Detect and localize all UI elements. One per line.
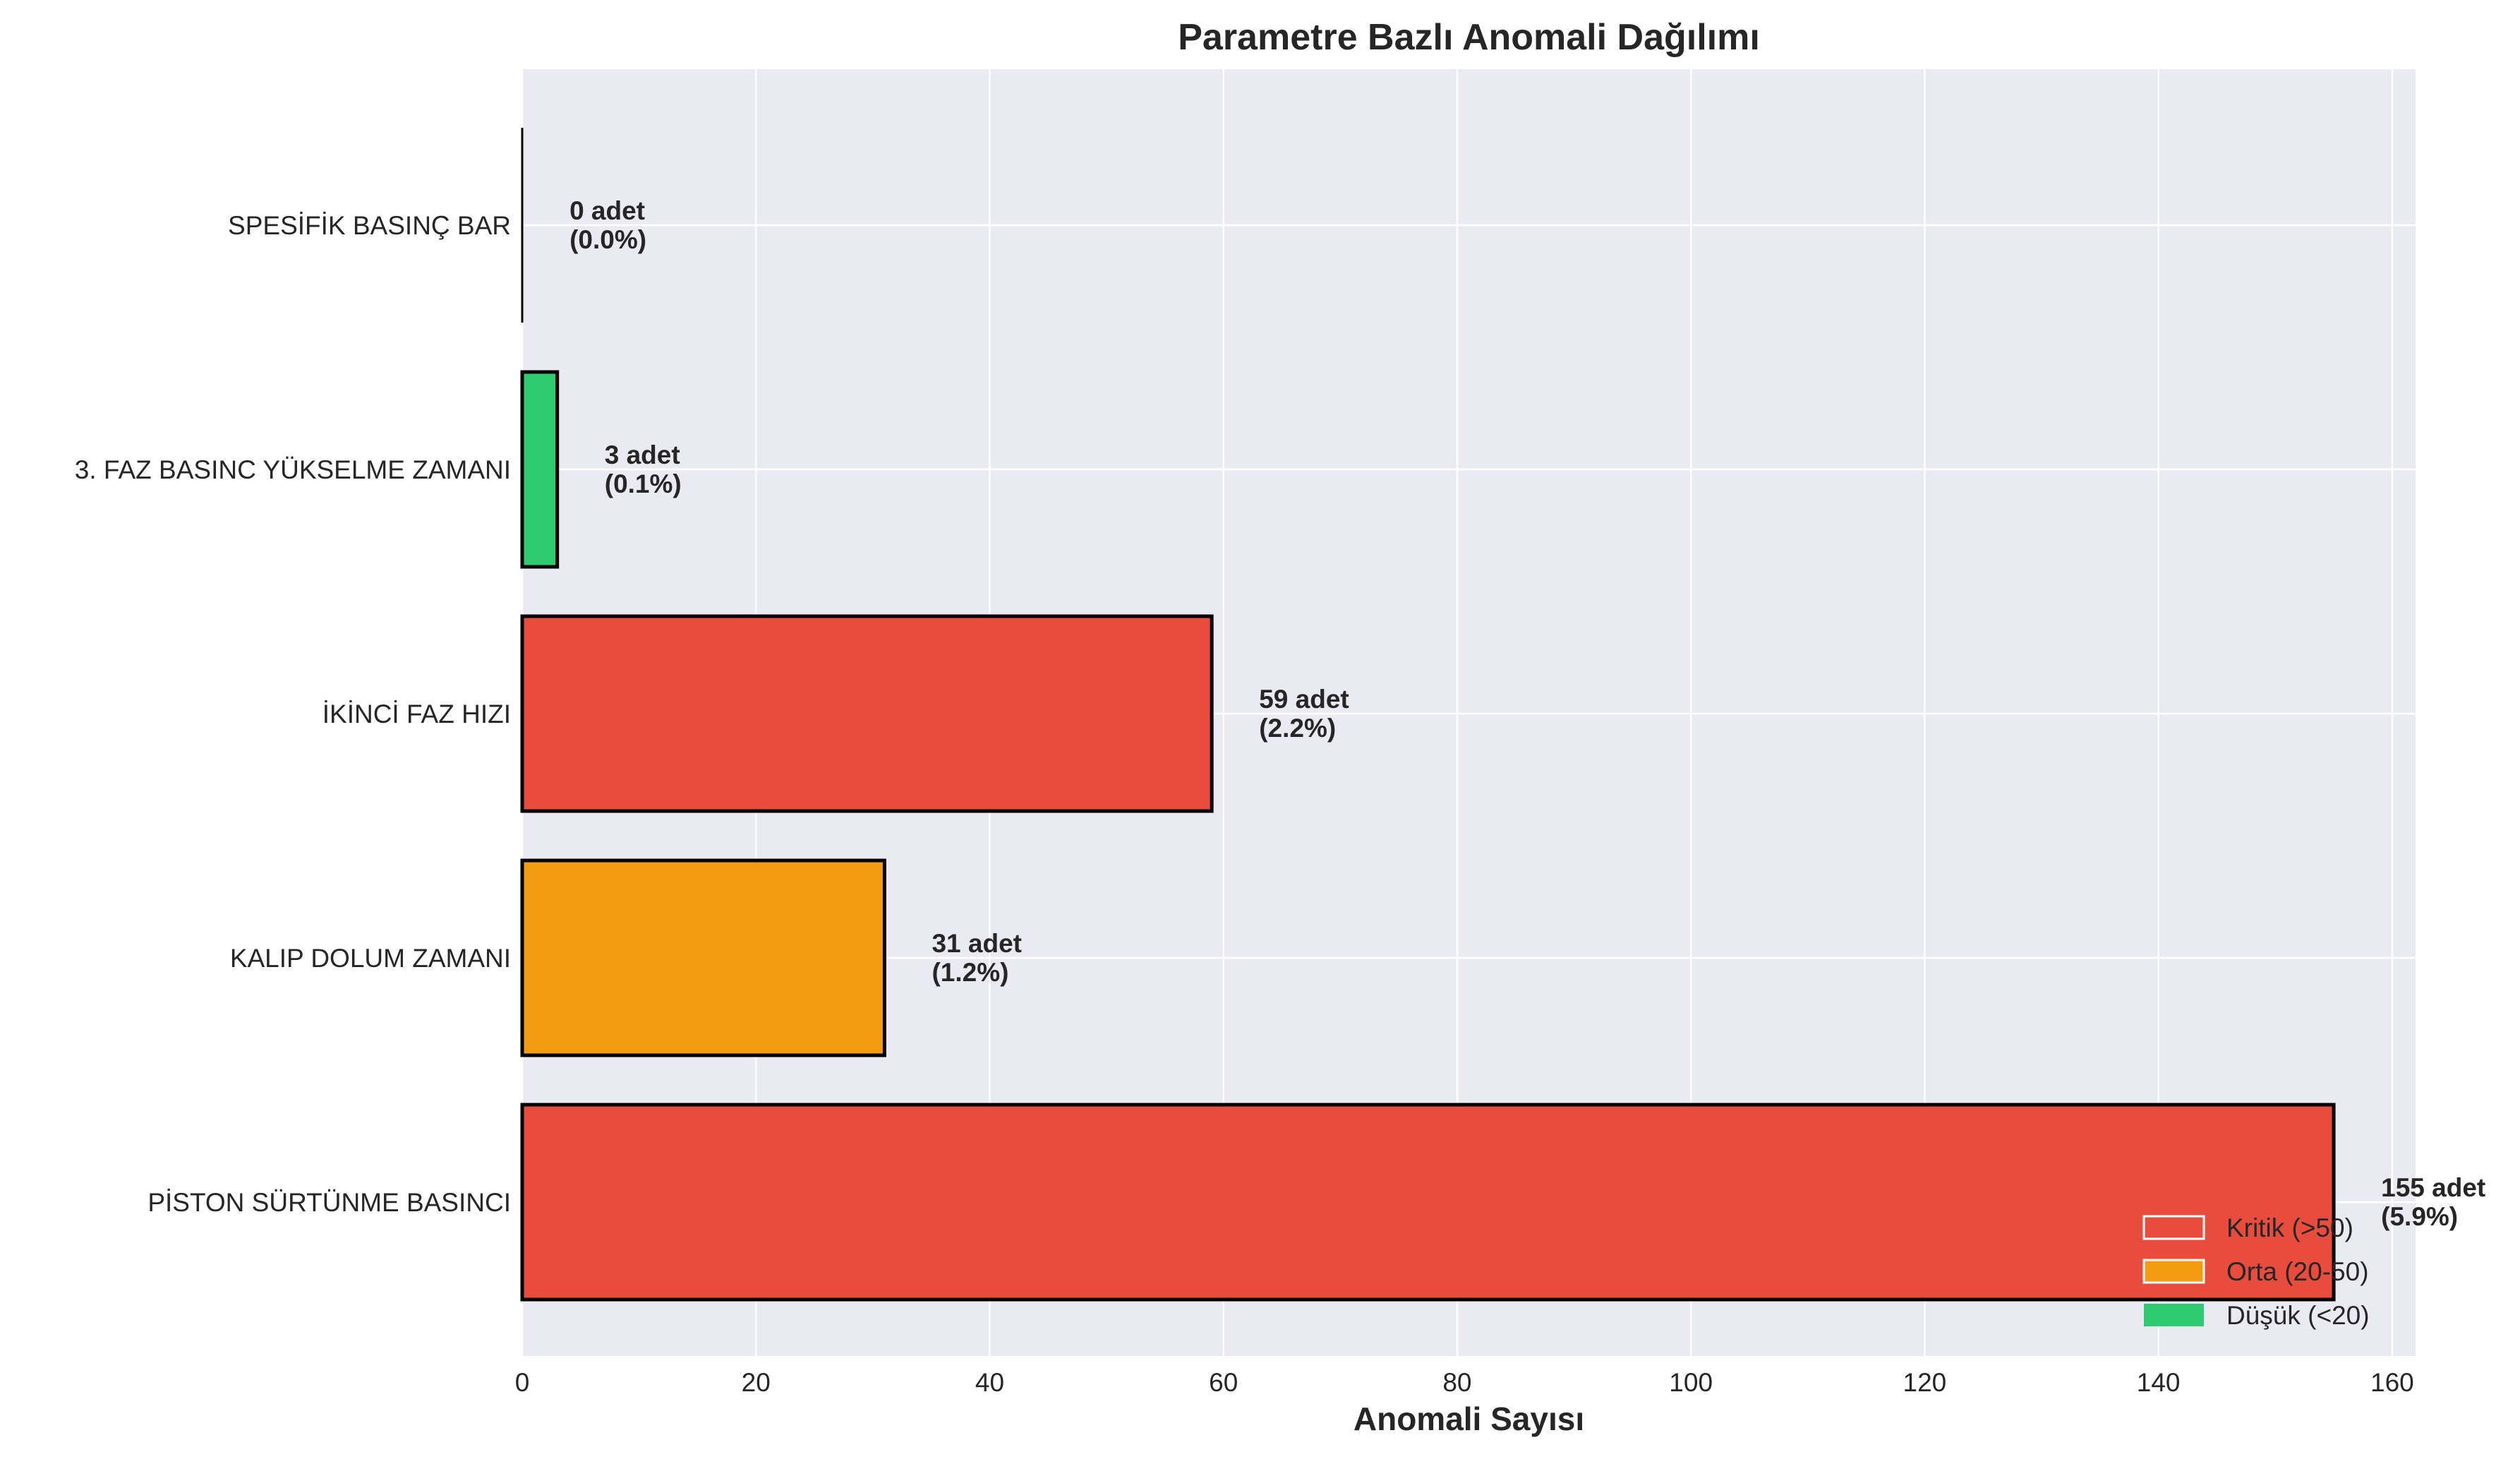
- category-label: İKİNCİ FAZ HIZI: [322, 700, 511, 728]
- category-label: PİSTON SÜRTÜNME BASINCI: [147, 1188, 511, 1217]
- x-tick-label: 40: [975, 1368, 1004, 1397]
- category-label: SPESİFİK BASINÇ BAR: [228, 211, 511, 240]
- x-axis-ticks: 0 20 40 60 80 100 120 140 160: [515, 1368, 2414, 1397]
- legend-label: Orta (20-50): [2226, 1257, 2369, 1286]
- bar-value-label: 155 adet: [2381, 1173, 2485, 1202]
- bar: [520, 1103, 2336, 1302]
- bar: [520, 370, 560, 569]
- x-tick-label: 60: [1209, 1368, 1238, 1397]
- y-axis-category-labels: SPESİFİK BASINÇ BAR 3. FAZ BASINC YÜKSELM…: [75, 211, 511, 1217]
- bar: [520, 614, 1214, 813]
- x-tick-label: 140: [2137, 1368, 2181, 1397]
- bar-value-label: 31 adet: [932, 929, 1022, 958]
- bar-value-label: 3 adet: [605, 440, 680, 469]
- x-tick-label: 80: [1442, 1368, 1471, 1397]
- category-label: 3. FAZ BASINC YÜKSELME ZAMANI: [75, 455, 511, 484]
- bar-value-label: (1.2%): [932, 958, 1008, 987]
- x-tick-label: 120: [1903, 1368, 1947, 1397]
- bar: [520, 858, 886, 1057]
- x-axis-label: Anomali Sayısı: [1354, 1400, 1584, 1437]
- legend-swatch: [2144, 1304, 2204, 1326]
- bar-value-label: 59 adet: [1259, 685, 1349, 714]
- chart-title: Parametre Bazlı Anomali Dağılımı: [1178, 17, 1760, 58]
- x-tick-label: 160: [2370, 1368, 2414, 1397]
- bar-value-labels: 0 adet(0.0%) 3 adet(0.1%) 59 adet(2.2%) 31 …: [569, 196, 2485, 1231]
- bar-value-label: (0.0%): [569, 225, 646, 254]
- legend-swatch: [2142, 1259, 2205, 1284]
- x-tick-label: 20: [742, 1368, 771, 1397]
- bars: [520, 128, 2336, 1302]
- x-tick-label: 0: [515, 1368, 530, 1397]
- x-tick-label: 100: [1669, 1368, 1713, 1397]
- bar-value-label: (0.1%): [605, 469, 682, 498]
- category-label: KALIP DOLUM ZAMANI: [230, 944, 511, 973]
- bar-value-label: 0 adet: [569, 196, 645, 225]
- legend-label: Düşük (<20): [2226, 1301, 2370, 1330]
- legend-swatch: [2142, 1215, 2205, 1240]
- legend-label: Kritik (>50): [2226, 1213, 2353, 1242]
- bar-value-label: (2.2%): [1259, 714, 1336, 743]
- bar-value-label: (5.9%): [2381, 1202, 2458, 1231]
- legend: Kritik (>50) Orta (20-50) Düşük (<20): [2142, 1213, 2370, 1330]
